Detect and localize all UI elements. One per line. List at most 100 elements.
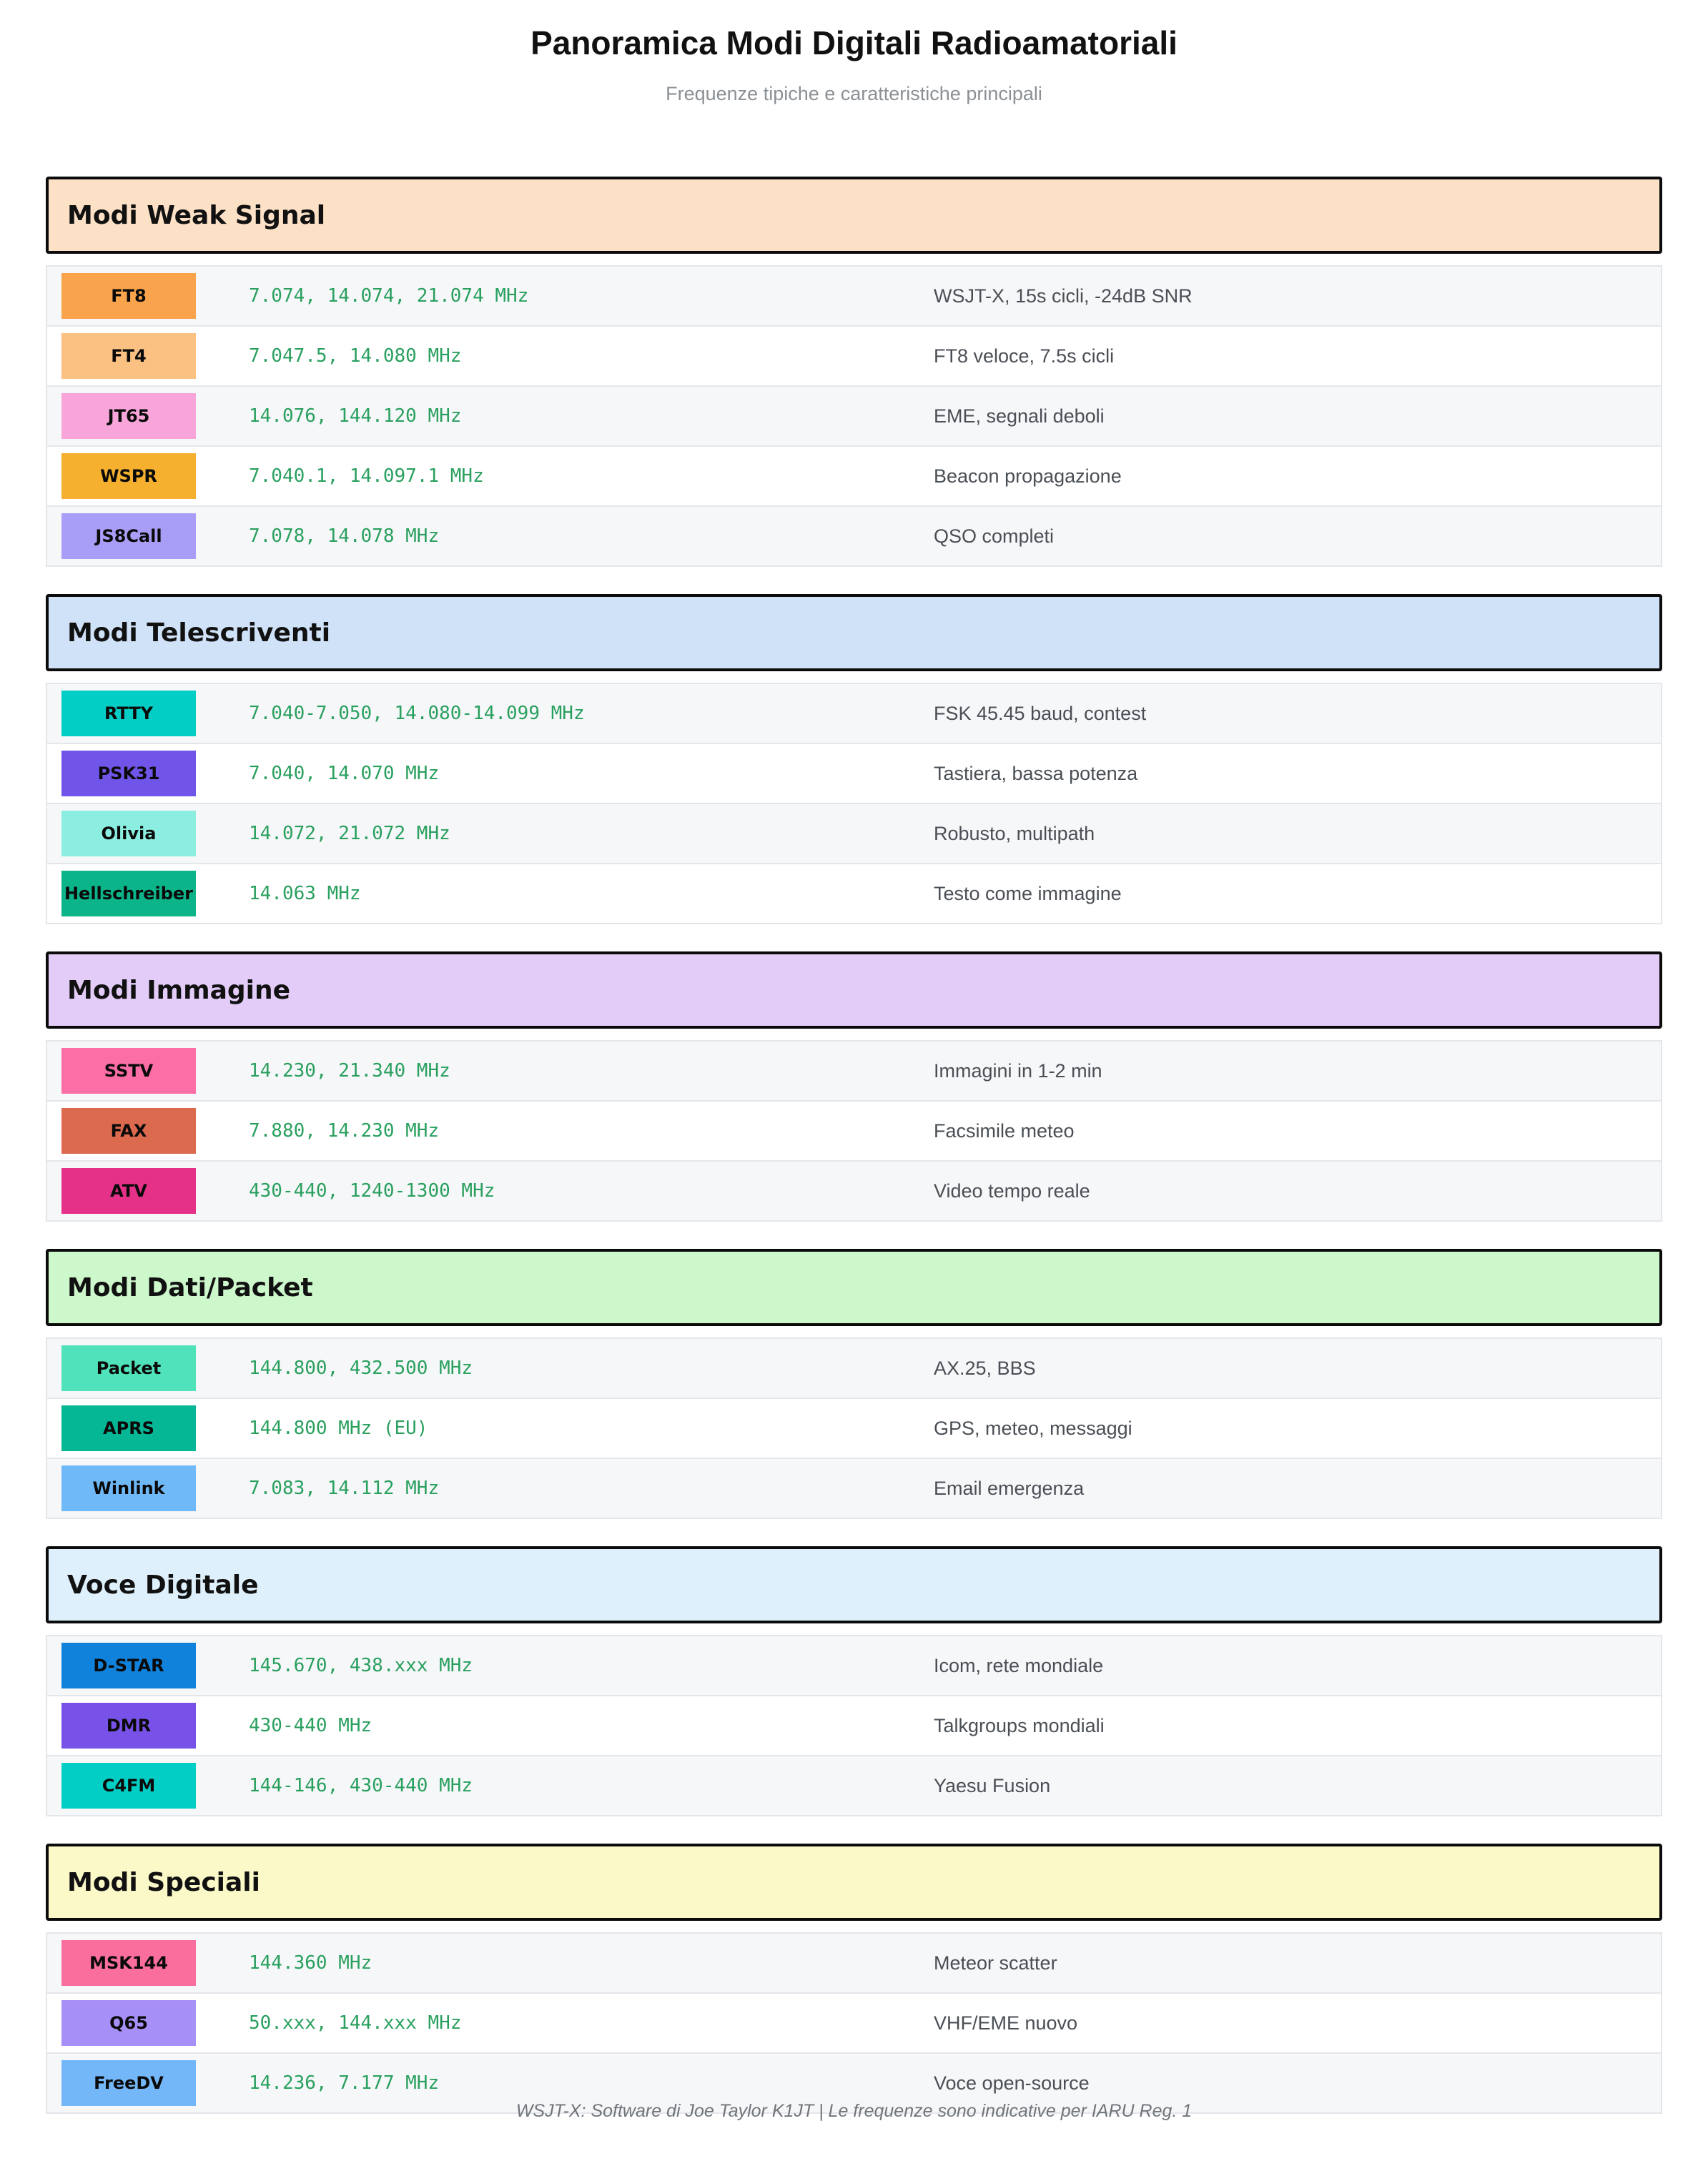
section-title: Modi Speciali xyxy=(67,1867,260,1897)
mode-frequencies: 7.040, 14.070 MHz xyxy=(249,763,440,785)
mode-row: FAX 7.880, 14.230 MHz Facsimile meteo xyxy=(47,1102,1661,1162)
mode-table: D-STAR 145.670, 438.xxx MHz Icom, rete m… xyxy=(46,1635,1662,1817)
mode-frequencies: 430-440 MHz xyxy=(249,1715,372,1737)
sections-container: Modi Weak Signal FT8 7.074, 14.074, 21.0… xyxy=(46,177,1662,2115)
mode-badge: WSPR xyxy=(61,453,196,500)
mode-frequencies: 7.083, 14.112 MHz xyxy=(249,1478,440,1500)
mode-frequencies: 14.076, 144.120 MHz xyxy=(249,405,462,427)
mode-description: Robusto, multipath xyxy=(934,822,1095,844)
mode-row: RTTY 7.040-7.050, 14.080-14.099 MHz FSK … xyxy=(47,684,1661,745)
mode-description: Video tempo reale xyxy=(934,1180,1090,1202)
mode-badge: RTTY xyxy=(61,691,196,737)
mode-row: FT8 7.074, 14.074, 21.074 MHz WSJT-X, 15… xyxy=(47,267,1661,327)
mode-description: EME, segnali deboli xyxy=(934,405,1105,427)
section-title: Modi Telescriventi xyxy=(67,618,331,648)
mode-frequencies: 14.063 MHz xyxy=(249,883,361,905)
mode-frequencies: 430-440, 1240-1300 MHz xyxy=(249,1180,495,1202)
mode-description: QSO completi xyxy=(934,525,1055,547)
mode-row: Hellschreiber 14.063 MHz Testo come imma… xyxy=(47,864,1661,925)
section-header: Modi Dati/Packet xyxy=(46,1249,1662,1327)
mode-badge: Q65 xyxy=(61,2000,196,2047)
mode-badge: JS8Call xyxy=(61,513,196,560)
mode-badge: PSK31 xyxy=(61,751,196,797)
mode-table: Packet 144.800, 432.500 MHz AX.25, BBS A… xyxy=(46,1337,1662,1520)
mode-description: GPS, meteo, messaggi xyxy=(934,1417,1132,1439)
mode-section: Modi Speciali MSK144 144.360 MHz Meteor … xyxy=(46,1844,1662,2115)
mode-badge: D-STAR xyxy=(61,1643,196,1689)
mode-row: Winlink 7.083, 14.112 MHz Email emergenz… xyxy=(47,1459,1661,1520)
mode-section: Voce Digitale D-STAR 145.670, 438.xxx MH… xyxy=(46,1546,1662,1817)
mode-description: Facsimile meteo xyxy=(934,1119,1075,1142)
page-footer: WSJT-X: Software di Joe Taylor K1JT | Le… xyxy=(515,2101,1193,2121)
mode-description: Yaesu Fusion xyxy=(934,1774,1051,1796)
mode-badge: SSTV xyxy=(61,1048,196,1094)
mode-badge: JT65 xyxy=(61,393,196,440)
mode-row: JT65 14.076, 144.120 MHz EME, segnali de… xyxy=(47,387,1661,447)
mode-description: WSJT-X, 15s cicli, -24dB SNR xyxy=(934,285,1193,307)
page: Panoramica Modi Digitali Radioamatoriali… xyxy=(0,24,1708,2115)
mode-badge: Olivia xyxy=(61,811,196,857)
mode-row: C4FM 144-146, 430-440 MHz Yaesu Fusion xyxy=(47,1756,1661,1817)
mode-frequencies: 144.800 MHz (EU) xyxy=(249,1418,428,1440)
mode-badge: FT4 xyxy=(61,333,196,380)
mode-description: Talkgroups mondiali xyxy=(934,1714,1105,1736)
mode-badge: MSK144 xyxy=(61,1940,196,1987)
mode-description: Beacon propagazione xyxy=(934,465,1122,487)
mode-table: MSK144 144.360 MHz Meteor scatter Q65 50… xyxy=(46,1932,1662,2115)
mode-row: FreeDV 14.236, 7.177 MHz Voce open-sourc… xyxy=(47,2054,1661,2115)
mode-description: Testo come immagine xyxy=(934,882,1122,904)
mode-row: ATV 430-440, 1240-1300 MHz Video tempo r… xyxy=(47,1162,1661,1222)
section-header: Modi Speciali xyxy=(46,1844,1662,1922)
section-header: Modi Weak Signal xyxy=(46,177,1662,254)
mode-description: Meteor scatter xyxy=(934,1952,1057,1974)
section-header: Modi Telescriventi xyxy=(46,594,1662,672)
mode-badge: Hellschreiber xyxy=(61,871,196,917)
mode-frequencies: 7.078, 14.078 MHz xyxy=(249,525,440,548)
mode-badge: FAX xyxy=(61,1108,196,1154)
mode-frequencies: 144.360 MHz xyxy=(249,1952,372,1974)
mode-frequencies: 14.072, 21.072 MHz xyxy=(249,823,450,845)
mode-badge: C4FM xyxy=(61,1763,196,1809)
mode-row: Packet 144.800, 432.500 MHz AX.25, BBS xyxy=(47,1339,1661,1400)
mode-description: Immagini in 1-2 min xyxy=(934,1059,1102,1082)
mode-frequencies: 145.670, 438.xxx MHz xyxy=(249,1655,473,1677)
mode-description: VHF/EME nuovo xyxy=(934,2012,1078,2034)
mode-row: Q65 50.xxx, 144.xxx MHz VHF/EME nuovo xyxy=(47,1994,1661,2054)
mode-row: FT4 7.047.5, 14.080 MHz FT8 veloce, 7.5s… xyxy=(47,327,1661,387)
mode-row: JS8Call 7.078, 14.078 MHz QSO completi xyxy=(47,507,1661,568)
mode-table: FT8 7.074, 14.074, 21.074 MHz WSJT-X, 15… xyxy=(46,265,1662,568)
mode-frequencies: 7.880, 14.230 MHz xyxy=(249,1120,440,1142)
mode-section: Modi Immagine SSTV 14.230, 21.340 MHz Im… xyxy=(46,951,1662,1222)
section-header: Voce Digitale xyxy=(46,1546,1662,1624)
page-title: Panoramica Modi Digitali Radioamatoriali xyxy=(530,24,1178,61)
mode-row: PSK31 7.040, 14.070 MHz Tastiera, bassa … xyxy=(47,744,1661,805)
mode-row: SSTV 14.230, 21.340 MHz Immagini in 1-2 … xyxy=(47,1042,1661,1102)
mode-frequencies: 14.236, 7.177 MHz xyxy=(249,2072,440,2095)
mode-description: FSK 45.45 baud, contest xyxy=(934,702,1147,724)
mode-row: Olivia 14.072, 21.072 MHz Robusto, multi… xyxy=(47,804,1661,865)
mode-frequencies: 7.047.5, 14.080 MHz xyxy=(249,345,462,367)
section-title: Modi Weak Signal xyxy=(67,200,326,230)
mode-row: WSPR 7.040.1, 14.097.1 MHz Beacon propag… xyxy=(47,447,1661,508)
mode-description: AX.25, BBS xyxy=(934,1357,1036,1379)
mode-description: Icom, rete mondiale xyxy=(934,1654,1104,1676)
mode-description: Email emergenza xyxy=(934,1477,1085,1499)
mode-frequencies: 7.040-7.050, 14.080-14.099 MHz xyxy=(249,703,585,725)
mode-badge: FreeDV xyxy=(61,2060,196,2107)
mode-frequencies: 144-146, 430-440 MHz xyxy=(249,1775,473,1797)
mode-table: RTTY 7.040-7.050, 14.080-14.099 MHz FSK … xyxy=(46,683,1662,925)
mode-row: APRS 144.800 MHz (EU) GPS, meteo, messag… xyxy=(47,1399,1661,1460)
mode-badge: APRS xyxy=(61,1405,196,1452)
section-title: Modi Immagine xyxy=(67,975,291,1005)
mode-description: Tastiera, bassa potenza xyxy=(934,762,1138,784)
mode-badge: ATV xyxy=(61,1168,196,1215)
mode-frequencies: 144.800, 432.500 MHz xyxy=(249,1358,473,1380)
page-subtitle: Frequenze tipiche e caratteristiche prin… xyxy=(666,82,1042,104)
mode-row: DMR 430-440 MHz Talkgroups mondiali xyxy=(47,1696,1661,1757)
mode-frequencies: 14.230, 21.340 MHz xyxy=(249,1060,450,1082)
section-title: Voce Digitale xyxy=(67,1570,259,1600)
mode-table: SSTV 14.230, 21.340 MHz Immagini in 1-2 … xyxy=(46,1040,1662,1222)
mode-badge: Winlink xyxy=(61,1465,196,1512)
mode-section: Modi Dati/Packet Packet 144.800, 432.500… xyxy=(46,1249,1662,1520)
mode-row: D-STAR 145.670, 438.xxx MHz Icom, rete m… xyxy=(47,1636,1661,1697)
